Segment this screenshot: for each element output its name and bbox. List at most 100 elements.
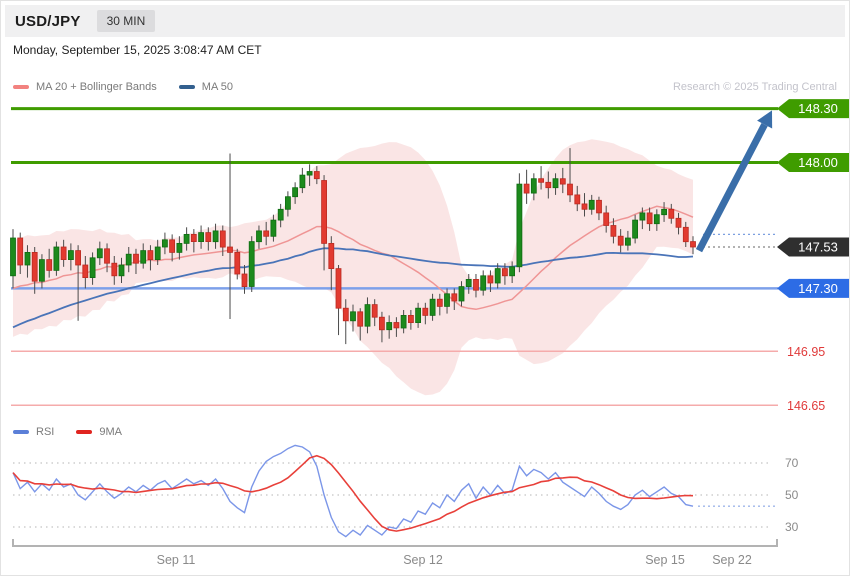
- candle-up: [183, 233, 190, 244]
- rsi-9ma-line: [12, 454, 694, 532]
- candle-up: [444, 293, 450, 307]
- candle-up: [364, 304, 371, 327]
- candle-up: [68, 250, 74, 261]
- candle-down: [205, 232, 212, 243]
- candle-down: [523, 183, 530, 194]
- candle-down: [17, 237, 24, 266]
- candle-down: [501, 268, 508, 277]
- candle-up: [480, 275, 487, 291]
- projection-arrow-head: [757, 110, 773, 129]
- chart-datetime: Monday, September 15, 2025 3:08:47 AM CE…: [13, 43, 262, 57]
- time-axis-label-Sep-12: Sep 12: [403, 553, 443, 567]
- candle-up: [494, 268, 501, 284]
- rsi-legend: RSI 9MA: [13, 426, 144, 438]
- candle-down: [31, 251, 38, 282]
- candle-up: [212, 230, 219, 243]
- price-level-tag-147.30: 147.30: [777, 278, 849, 298]
- price-level-tag-147.53: 147.53: [777, 237, 849, 257]
- candle-down: [617, 235, 624, 246]
- candle-down: [596, 199, 602, 214]
- svg-text:148.30: 148.30: [798, 101, 838, 116]
- candle-down: [393, 322, 400, 329]
- candle-down: [328, 242, 335, 269]
- time-axis-label-Sep-11: Sep 11: [157, 553, 196, 567]
- candle-down: [234, 251, 241, 275]
- candle-up: [458, 286, 465, 302]
- candle-up: [140, 250, 147, 264]
- candle-up: [248, 241, 255, 287]
- svg-text:147.30: 147.30: [798, 281, 838, 296]
- rsi-grid-label-30: 30: [785, 520, 799, 534]
- candle-down: [342, 307, 349, 322]
- candle-down: [263, 230, 270, 237]
- ma50-line: [12, 247, 694, 329]
- candle-down: [219, 230, 226, 248]
- candle-down: [610, 225, 617, 237]
- candle-up: [530, 178, 537, 194]
- time-axis: [12, 539, 778, 547]
- candle-up: [96, 248, 103, 259]
- candle-down: [559, 178, 566, 185]
- time-axis-label-Sep-22: Sep 22: [712, 553, 752, 567]
- candle-down: [473, 278, 479, 291]
- header-bar: USD/JPY 30 MIN: [5, 5, 845, 37]
- candle-down: [538, 178, 544, 183]
- rsi-line: [12, 444, 694, 538]
- candle-up: [516, 183, 523, 268]
- candle-down: [190, 233, 197, 242]
- candle-down: [668, 208, 675, 219]
- candle-down: [313, 171, 320, 180]
- candle-up: [277, 208, 284, 221]
- candle-up: [125, 253, 132, 266]
- candle-up: [284, 196, 291, 210]
- candle-down: [241, 273, 248, 288]
- candle-down: [545, 181, 552, 189]
- candle-down: [147, 250, 154, 261]
- candle-up: [306, 171, 313, 176]
- candle-down: [603, 212, 610, 226]
- price-level-text-146.95: 146.95: [787, 345, 825, 359]
- candle-up: [625, 237, 631, 246]
- candle-down: [321, 180, 328, 244]
- candle-down: [335, 268, 342, 309]
- candle-down: [357, 311, 364, 327]
- candle-up: [552, 178, 559, 189]
- candle-down: [675, 217, 682, 228]
- price-level-text-146.65: 146.65: [787, 399, 825, 413]
- projection-arrow-shaft: [695, 122, 768, 253]
- candle-up: [653, 214, 660, 225]
- candle-down: [487, 275, 494, 284]
- ma20-legend-label: MA 20 + Bollinger Bands: [36, 81, 157, 93]
- rsi-grid-label-50: 50: [785, 488, 799, 502]
- candle-up: [118, 264, 125, 277]
- candle-down: [436, 298, 443, 307]
- candle-down: [60, 246, 67, 261]
- timeframe-badge: 30 MIN: [96, 10, 156, 32]
- candle-down: [574, 194, 581, 205]
- candle-up: [588, 199, 595, 210]
- candle-up: [39, 259, 45, 282]
- candle-up: [386, 322, 393, 331]
- rsi-ma-legend-label: 9MA: [99, 426, 122, 438]
- price-level-tag-148.00: 148.00: [777, 153, 849, 173]
- candle-down: [371, 304, 378, 318]
- candle-up: [292, 187, 299, 198]
- candle-up: [270, 219, 277, 237]
- rsi-grid-label-70: 70: [785, 456, 799, 470]
- candle-down: [378, 316, 385, 331]
- candle-down: [104, 248, 110, 264]
- time-axis-label-Sep-15: Sep 15: [645, 553, 685, 567]
- candle-down: [422, 307, 429, 316]
- candle-down: [227, 246, 233, 253]
- price-chart-panel: 148.30 148.00 147.53 147.30 146.95 146.65: [10, 99, 849, 413]
- ma50-legend-swatch-icon: [178, 85, 195, 89]
- symbol-title: USD/JPY: [15, 12, 81, 30]
- candle-up: [53, 246, 60, 271]
- candle-down: [82, 264, 89, 279]
- svg-text:147.53: 147.53: [798, 240, 838, 255]
- candle-down: [46, 259, 53, 271]
- candle-up: [350, 311, 356, 322]
- candle-up: [24, 251, 31, 266]
- research-credit: Research © 2025 Trading Central: [672, 81, 837, 93]
